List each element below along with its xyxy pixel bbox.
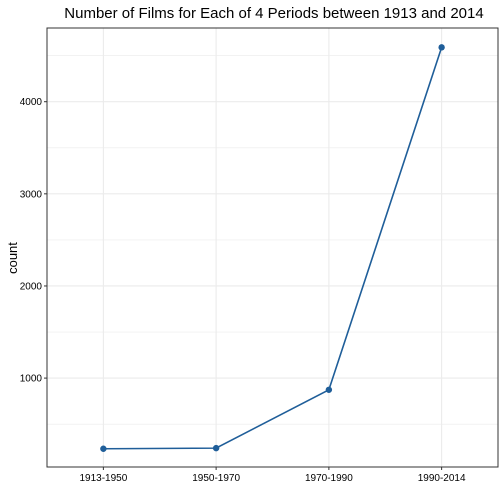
series-line bbox=[103, 47, 443, 450]
x-tick-label: 1990-2014 bbox=[418, 473, 466, 484]
chart-title: Number of Films for Each of 4 Periods be… bbox=[64, 5, 483, 22]
data-point bbox=[212, 444, 220, 452]
data-point bbox=[325, 386, 333, 393]
x-tick-label: 1970-1990 bbox=[305, 473, 353, 484]
y-tick-label: 2000 bbox=[20, 281, 43, 292]
y-axis-label: count bbox=[5, 242, 20, 274]
plot-area: 1000 2000 3000 4000 1913-1950 1950-1970 1970-1… bbox=[20, 27, 499, 484]
x-tick-label: 1950-1970 bbox=[192, 473, 240, 484]
data-point bbox=[100, 445, 107, 452]
y-tick-label: 1000 bbox=[20, 374, 43, 385]
data-point bbox=[438, 44, 445, 51]
y-tick-label: 3000 bbox=[20, 189, 43, 200]
y-tick-label: 4000 bbox=[20, 97, 43, 108]
panel-border bbox=[46, 27, 499, 468]
x-tick-label: 1913-1950 bbox=[79, 473, 127, 484]
